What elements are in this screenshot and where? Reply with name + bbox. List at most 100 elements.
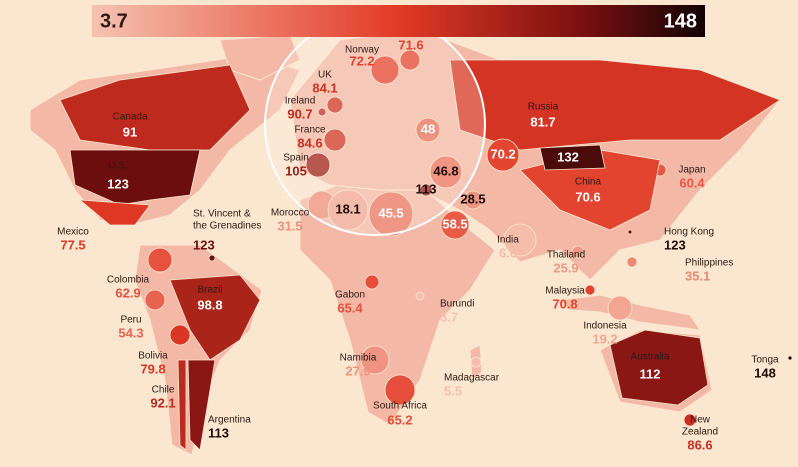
country-value: 45.5 [378, 205, 403, 220]
country-name: Tonga [751, 355, 779, 366]
country-region [609, 329, 709, 406]
country-name: Japan [678, 165, 705, 176]
country-name: Peru [120, 315, 141, 326]
country-value: 113 [416, 181, 437, 196]
country-region [169, 324, 191, 346]
country-value: 92.1 [150, 395, 175, 410]
country-region [503, 223, 537, 257]
country-value: 90.7 [287, 106, 312, 121]
country-region [144, 289, 166, 311]
country-value: 19.2 [592, 331, 617, 346]
country-region [370, 55, 400, 85]
country-region [305, 152, 331, 178]
country-value: 25.9 [553, 260, 578, 275]
country-region [626, 256, 638, 268]
country-value: 112 [640, 366, 661, 381]
country-region [327, 189, 369, 231]
country-value: 71.6 [398, 37, 423, 52]
country-region [368, 191, 414, 237]
country-value: 105 [285, 163, 307, 178]
country-region [177, 359, 187, 451]
country-region [384, 374, 416, 406]
legend-max: 148 [664, 10, 697, 32]
country-name: Canada [112, 112, 147, 123]
country-region [449, 59, 781, 151]
country-value: 123 [664, 237, 686, 252]
country-value: 65.4 [337, 300, 363, 315]
country-value: 31.5 [277, 218, 302, 233]
country-value: 62.9 [115, 285, 140, 300]
country-region [208, 254, 216, 262]
country-value: 98.8 [197, 297, 222, 312]
country-name: Australia [631, 352, 670, 363]
country-region [187, 359, 216, 451]
country-name: Namibia [340, 353, 377, 364]
country-name: Gabon [335, 290, 365, 301]
country-value: 91 [123, 124, 137, 139]
country-name: Hong Kong [664, 227, 714, 238]
country-region [317, 107, 327, 117]
country-region [364, 274, 380, 290]
country-region [787, 355, 793, 361]
country-region [323, 128, 347, 152]
country-value: 18.1 [335, 201, 360, 216]
legend-bar [92, 5, 705, 37]
country-value: 123 [107, 176, 129, 191]
country-name: New [690, 415, 711, 426]
country-value: 123 [193, 237, 215, 252]
country-name: Thailand [547, 250, 585, 261]
country-name: UK [318, 70, 332, 81]
country-value: 77.5 [60, 237, 85, 252]
country-region [69, 149, 201, 206]
country-name: Burundi [440, 299, 474, 310]
country-region [463, 190, 483, 210]
country-value: 27.9 [345, 363, 370, 378]
country-name: India [497, 235, 519, 246]
country-region [147, 247, 173, 273]
country-name: Argentina [208, 415, 251, 426]
country-value: 81.7 [530, 114, 555, 129]
country-name: Zealand [682, 427, 718, 438]
country-value: 84.1 [312, 80, 337, 95]
country-name: Norway [345, 45, 379, 56]
country-region [539, 144, 606, 171]
country-name: South Africa [373, 401, 427, 412]
country-value: 113 [208, 425, 229, 440]
country-name: Mexico [57, 227, 89, 238]
country-name: China [575, 177, 602, 188]
country-name: St. Vincent & [193, 209, 251, 220]
country-value: 28.5 [460, 191, 485, 206]
country-value: 79.8 [140, 361, 165, 376]
country-region [326, 96, 344, 114]
country-name: Morocco [271, 208, 310, 219]
country-name: U.S. [108, 161, 127, 172]
country-region [571, 245, 585, 259]
country-value: 48 [421, 121, 435, 136]
country-value: 35.1 [685, 268, 710, 283]
country-region [429, 155, 463, 189]
country-name: Ireland [285, 96, 316, 107]
country-region [419, 183, 433, 197]
country-region [399, 49, 421, 71]
country-region [360, 345, 390, 375]
country-region [627, 229, 633, 235]
country-value: 70.6 [575, 189, 600, 204]
country-value: 65.2 [387, 412, 412, 427]
country-name: Bolivia [138, 351, 168, 362]
country-value: 6.6 [499, 245, 517, 260]
country-name: Philippines [685, 258, 733, 269]
legend-min: 3.7 [100, 10, 128, 32]
country-value: 54.3 [118, 325, 143, 340]
country-value: 72.2 [349, 53, 374, 68]
country-region [607, 295, 633, 321]
country-name: France [294, 125, 326, 136]
country-value: 60.4 [679, 175, 705, 190]
country-name: Russia [528, 102, 559, 113]
country-region [440, 210, 470, 240]
country-region [683, 413, 697, 427]
country-name: the Grenadines [193, 221, 261, 232]
country-region [486, 138, 520, 172]
country-region [169, 274, 261, 361]
